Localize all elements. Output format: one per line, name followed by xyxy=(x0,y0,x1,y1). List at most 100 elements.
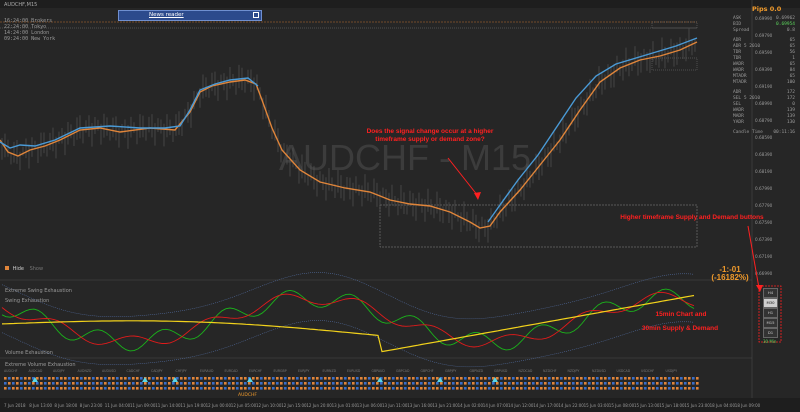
price-tick-label: 0.66990 xyxy=(755,271,773,276)
strength-dot xyxy=(100,377,103,380)
side-panel-row: ADR 5 2010 65 xyxy=(733,44,795,49)
symbol-strip-active[interactable]: AUDCHF xyxy=(238,392,257,398)
strength-dot xyxy=(148,387,151,390)
strength-dot xyxy=(36,377,39,380)
symbol-strip-item[interactable]: AUDJPY xyxy=(53,369,65,373)
strength-dot xyxy=(236,387,239,390)
time-tick-label: 18 Jun 09:00 xyxy=(735,403,761,408)
news-reader-bar[interactable]: News reader xyxy=(118,10,262,21)
symbol-strip-item[interactable]: GBPCAD xyxy=(396,369,410,373)
strength-dot xyxy=(212,387,215,390)
strength-dot xyxy=(308,387,311,390)
toggle-marker-icon[interactable] xyxy=(5,266,9,270)
strength-dot xyxy=(544,382,547,385)
side-panel-row: ADR 65 xyxy=(733,38,795,43)
tf-button-h1[interactable]: H1 xyxy=(763,308,778,318)
symbol-strip-item[interactable]: NZDUSD xyxy=(592,369,606,373)
symbol-strip-item[interactable]: GBPCHF xyxy=(421,369,434,373)
symbol-strip-item[interactable]: GBPNZD xyxy=(470,369,484,373)
price-tick-label: 0.67390 xyxy=(755,237,773,242)
strength-dot xyxy=(216,387,219,390)
strength-dot xyxy=(156,377,159,380)
strength-dot xyxy=(252,387,255,390)
strength-dot xyxy=(104,387,107,390)
strength-dot xyxy=(632,387,635,390)
strength-dot xyxy=(36,387,39,390)
strength-dot xyxy=(64,377,67,380)
tf-button-m30[interactable]: M30 xyxy=(763,298,778,308)
hide-show-toggle[interactable]: Hide Show xyxy=(5,266,43,272)
side-panel-row: SEL 0 xyxy=(733,102,795,107)
strength-dot xyxy=(248,387,251,390)
symbol-strip-item[interactable]: AUDUSD xyxy=(102,369,116,373)
time-tick-label: 12 Jun 05:00 xyxy=(231,403,257,408)
news-reader-label[interactable]: News reader xyxy=(149,12,184,18)
show-button[interactable]: Show xyxy=(29,266,44,272)
tf-button-h4[interactable]: H4 xyxy=(763,288,778,298)
symbol-strip-item[interactable]: NZDJPY xyxy=(568,369,580,373)
strength-dot xyxy=(492,382,495,385)
symbol-strip-item[interactable]: EURAUD xyxy=(200,369,214,373)
strength-dot xyxy=(68,387,71,390)
strength-dot xyxy=(220,382,223,385)
side-panel-row: MTADR 65 xyxy=(733,74,795,79)
symbol-strip-item[interactable]: NZDCAD xyxy=(519,369,533,373)
hide-button[interactable]: Hide xyxy=(12,266,24,272)
time-tick-label: 14 Jun 12:00 xyxy=(508,403,534,408)
strength-dot xyxy=(672,377,675,380)
strength-dot xyxy=(4,382,7,385)
strength-dot xyxy=(152,377,155,380)
strength-dot xyxy=(536,387,539,390)
strength-dot xyxy=(440,382,443,385)
strength-dot xyxy=(388,387,391,390)
strength-dot xyxy=(388,382,391,385)
strength-dot xyxy=(272,387,275,390)
symbol-strip-item[interactable]: EURNZD xyxy=(323,369,337,373)
strength-dot xyxy=(660,387,663,390)
strength-dot xyxy=(652,377,655,380)
symbol-strip-item[interactable]: GBPJPY xyxy=(445,369,456,373)
symbol-strip-item[interactable]: EURUSD xyxy=(347,369,361,373)
strength-dot xyxy=(156,382,159,385)
label-extreme-volume: Extreme Volume Exhaustion xyxy=(5,362,76,368)
strength-dot xyxy=(92,387,95,390)
symbol-strip-item[interactable]: AUDCHF xyxy=(4,369,18,373)
price-tick-label: 0.68790 xyxy=(755,118,773,123)
symbol-strip-item[interactable]: GBPUSD xyxy=(494,369,508,373)
strength-dot xyxy=(352,377,355,380)
strength-dot xyxy=(684,382,687,385)
symbol-strip-item[interactable]: CADCHF xyxy=(127,369,140,373)
time-tick-label: 18 Jun 04:00 xyxy=(710,403,736,408)
symbol-strip-item[interactable]: EURGBP xyxy=(274,369,287,373)
tf-button-m15[interactable]: M15 xyxy=(763,318,778,328)
symbol-strip-item[interactable]: AUDNZD xyxy=(78,369,93,373)
symbol-strip-item[interactable]: CADJPY xyxy=(151,369,163,373)
strength-dot xyxy=(504,387,507,390)
strength-dot xyxy=(36,382,39,385)
strength-dot xyxy=(600,387,603,390)
strength-dot xyxy=(428,387,431,390)
window-restore-icon[interactable] xyxy=(253,12,259,18)
strength-dot xyxy=(228,382,231,385)
side-panel-row: TDR 56 xyxy=(733,50,795,55)
symbol-strip-item[interactable]: USDCHF xyxy=(641,369,654,373)
strength-dot xyxy=(128,377,131,380)
side-panel-row: ADR 172 xyxy=(733,90,795,95)
symbol-strip-item[interactable]: CHFJPY xyxy=(176,369,187,373)
strength-dot xyxy=(20,377,23,380)
symbol-strip-item[interactable]: EURJPY xyxy=(298,369,309,373)
strength-dot xyxy=(212,377,215,380)
symbol-strip-item[interactable]: AUDCAD xyxy=(29,369,43,373)
strength-dot xyxy=(380,382,383,385)
tf-button-d1[interactable]: D1 xyxy=(763,328,778,338)
symbol-strip-item[interactable]: EURCHF xyxy=(249,369,262,373)
symbol-strip-item[interactable]: USDJPY xyxy=(666,369,678,373)
strength-dot xyxy=(676,377,679,380)
symbol-strip-item[interactable]: GBPAUD xyxy=(372,369,386,373)
symbol-strip-item[interactable]: USDCAD xyxy=(617,369,631,373)
symbol-strip-item[interactable]: EURCAD xyxy=(225,369,239,373)
strength-dot xyxy=(424,382,427,385)
strength-dot xyxy=(16,377,19,380)
symbol-strip-item[interactable]: NZDCHF xyxy=(543,369,557,373)
